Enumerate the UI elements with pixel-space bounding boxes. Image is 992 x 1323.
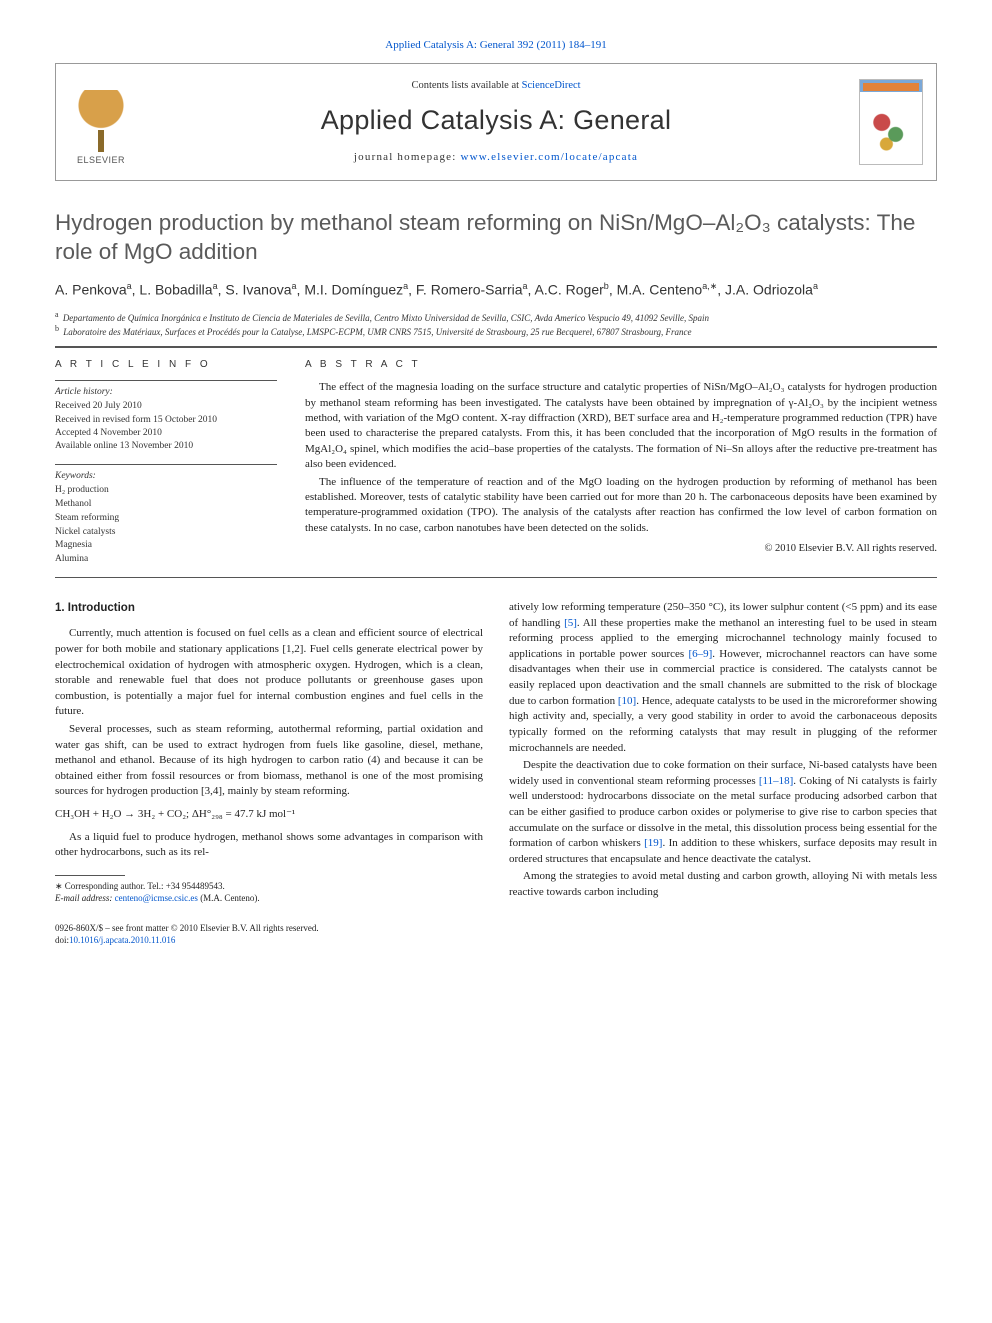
- email-label: E-mail address:: [55, 893, 115, 903]
- abstract-p2: The influence of the temperature of reac…: [305, 475, 937, 537]
- keyword: Magnesia: [55, 539, 277, 553]
- history-line: Accepted 4 November 2010: [55, 427, 277, 440]
- top-journal-name: Applied Catalysis A: General: [385, 39, 514, 51]
- section-1-heading: 1. Introduction: [55, 600, 483, 616]
- top-journal-link[interactable]: Applied Catalysis A: General 392 (2011) …: [385, 39, 606, 51]
- equation-1: CH₃OH + H₂O → 3H₂ + CO₂; ΔH°₂₉₈ = 47.7 k…: [55, 807, 483, 823]
- elsevier-logo: ELSEVIER: [65, 78, 137, 166]
- info-abstract-row: A R T I C L E I N F O Article history: R…: [55, 358, 937, 567]
- abstract-column: A B S T R A C T The effect of the magnes…: [305, 358, 937, 567]
- journal-title: Applied Catalysis A: General: [321, 102, 672, 140]
- body-p2-text: Several processes, such as steam reformi…: [55, 723, 483, 797]
- top-journal-citation: Applied Catalysis A: General 392 (2011) …: [55, 38, 937, 53]
- article-info-heading: A R T I C L E I N F O: [55, 358, 277, 372]
- body-p6-text: Among the strategies to avoid metal dust…: [509, 870, 937, 898]
- ref-6-9-link[interactable]: [6–9]: [688, 648, 712, 660]
- doi-link[interactable]: 10.1016/j.apcata.2010.11.016: [69, 935, 175, 945]
- affiliation-b: b Laboratoire des Matériaux, Surfaces et…: [55, 324, 937, 338]
- authors-line: A. Penkovaa, L. Bobadillaa, S. Ivanovaa,…: [55, 280, 937, 300]
- journal-cover-icon: [859, 79, 923, 165]
- body-p5: Despite the deactivation due to coke for…: [509, 758, 937, 867]
- front-matter-line: 0926-860X/$ – see front matter © 2010 El…: [55, 922, 937, 934]
- contents-line: Contents lists available at ScienceDirec…: [411, 79, 580, 94]
- email-who: (M.A. Centeno).: [198, 893, 260, 903]
- doi-line: doi:10.1016/j.apcata.2010.11.016: [55, 934, 937, 946]
- top-journal-cite: 392 (2011) 184–191: [517, 39, 606, 51]
- footnotes: ∗ Corresponding author. Tel.: +34 954489…: [55, 880, 483, 904]
- elsevier-tree-icon: [71, 90, 131, 152]
- footer-block: 0926-860X/$ – see front matter © 2010 El…: [55, 922, 937, 946]
- body-p3: As a liquid fuel to produce hydrogen, me…: [55, 830, 483, 861]
- homepage-link[interactable]: www.elsevier.com/locate/apcata: [460, 151, 638, 163]
- keyword: Methanol: [55, 498, 277, 512]
- abstract-text: The effect of the magnesia loading on th…: [305, 380, 937, 536]
- keyword: H₂ production: [55, 484, 277, 498]
- footnote-separator: [55, 875, 125, 876]
- body-p1-text: Currently, much attention is focused on …: [55, 627, 483, 717]
- affiliation-a-text: Departamento de Química Inorgánica e Ins…: [63, 313, 709, 323]
- keyword: Steam reforming: [55, 512, 277, 526]
- sciencedirect-link[interactable]: ScienceDirect: [522, 80, 581, 91]
- affiliation-a: a Departamento de Química Inorgánica e I…: [55, 310, 937, 324]
- ref-10-link[interactable]: [10]: [618, 695, 636, 707]
- affiliation-b-text: Laboratoire des Matériaux, Surfaces et P…: [63, 327, 691, 337]
- rule-above-info-2: [55, 347, 937, 348]
- ref-19-link[interactable]: [19]: [644, 837, 662, 849]
- homepage-prefix: journal homepage:: [354, 151, 461, 163]
- header-center: Contents lists available at ScienceDirec…: [146, 64, 846, 180]
- elsevier-text: ELSEVIER: [77, 154, 125, 167]
- email-line: E-mail address: centeno@icmse.csic.es (M…: [55, 892, 483, 904]
- abstract-p1: The effect of the magnesia loading on th…: [305, 380, 937, 472]
- keyword: Alumina: [55, 553, 277, 567]
- abstract-heading: A B S T R A C T: [305, 358, 937, 372]
- corresponding-author: ∗ Corresponding author. Tel.: +34 954489…: [55, 880, 483, 892]
- rule-below-abstract: [55, 577, 937, 578]
- journal-header: ELSEVIER Contents lists available at Sci…: [55, 63, 937, 181]
- body-p3-text: As a liquid fuel to produce hydrogen, me…: [55, 831, 483, 859]
- contents-prefix: Contents lists available at: [411, 80, 521, 91]
- email-link[interactable]: centeno@icmse.csic.es: [115, 893, 198, 903]
- body-p4: atively low reforming temperature (250–3…: [509, 600, 937, 756]
- article-title: Hydrogen production by methanol steam re…: [55, 209, 937, 265]
- journal-homepage: journal homepage: www.elsevier.com/locat…: [354, 150, 638, 165]
- history-line: Received 20 July 2010: [55, 400, 277, 413]
- publisher-logo-cell: ELSEVIER: [56, 64, 146, 180]
- abstract-copyright: © 2010 Elsevier B.V. All rights reserved…: [305, 542, 937, 557]
- history-line: Available online 13 November 2010: [55, 440, 277, 453]
- article-history-block: Article history: Received 20 July 2010 R…: [55, 380, 277, 453]
- article-history-title: Article history:: [55, 386, 277, 399]
- keywords-title: Keywords:: [55, 470, 277, 484]
- body-p2: Several processes, such as steam reformi…: [55, 722, 483, 800]
- keywords-block: Keywords: H₂ production Methanol Steam r…: [55, 464, 277, 567]
- ref-11-18-link[interactable]: [11–18]: [759, 775, 793, 787]
- affiliations: a Departamento de Química Inorgánica e I…: [55, 310, 937, 338]
- body-columns: 1. Introduction Currently, much attentio…: [55, 600, 937, 904]
- ref-5-link[interactable]: [5]: [564, 617, 577, 629]
- history-line: Received in revised form 15 October 2010: [55, 414, 277, 427]
- keyword: Nickel catalysts: [55, 526, 277, 540]
- body-p1: Currently, much attention is focused on …: [55, 626, 483, 720]
- body-p6: Among the strategies to avoid metal dust…: [509, 869, 937, 900]
- article-info-column: A R T I C L E I N F O Article history: R…: [55, 358, 277, 567]
- cover-thumb-cell: [846, 64, 936, 180]
